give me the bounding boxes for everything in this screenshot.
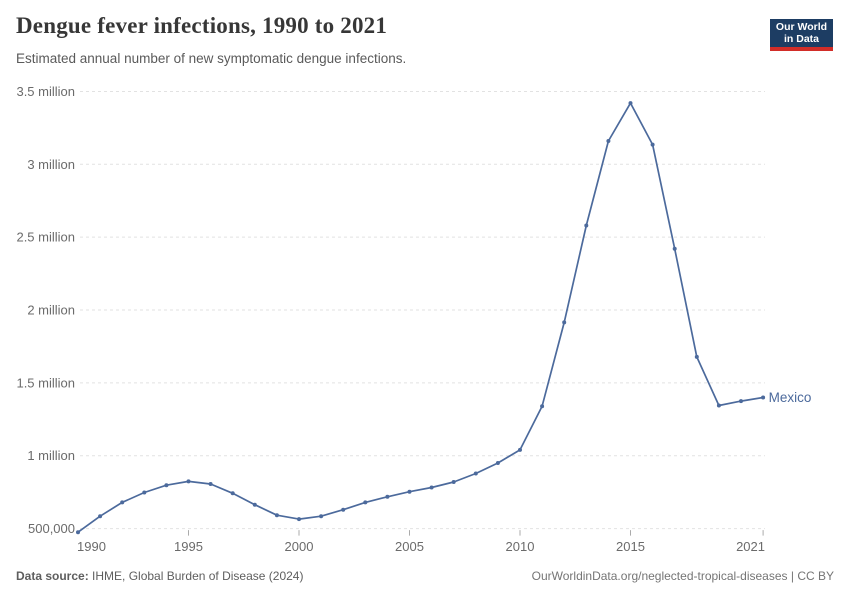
data-point-2003[interactable] <box>363 500 368 505</box>
data-point-1998[interactable] <box>252 502 257 507</box>
data-point-2000[interactable] <box>297 517 301 522</box>
data-point-2018[interactable] <box>694 354 699 359</box>
data-point-2009[interactable] <box>495 461 500 465</box>
y-axis-label: 2.5 million <box>16 230 75 245</box>
chart-subtitle: Estimated annual number of new symptomat… <box>16 51 407 66</box>
data-point-2014[interactable] <box>606 139 611 143</box>
data-point-1999[interactable] <box>274 513 279 518</box>
data-point-1997[interactable] <box>230 491 235 496</box>
data-source-note: Data source: IHME, Global Burden of Dise… <box>16 569 303 583</box>
data-point-1990[interactable] <box>76 530 80 535</box>
data-point-2012[interactable] <box>562 320 567 325</box>
mexico-line-series[interactable] <box>77 102 764 534</box>
data-point-2010[interactable] <box>518 447 522 452</box>
data-point-2017[interactable] <box>672 246 677 251</box>
x-axis-label: 2010 <box>506 539 535 554</box>
x-axis-label: 2005 <box>395 539 424 554</box>
y-axis-label: 3.5 million <box>16 84 75 99</box>
y-axis-label: 1 million <box>27 448 75 463</box>
owid-url-license[interactable]: OurWorldinData.org/neglected-tropical-di… <box>531 569 834 583</box>
x-axis-label: 1990 <box>77 539 106 554</box>
data-point-2004[interactable] <box>385 494 390 499</box>
data-point-1993[interactable] <box>142 490 147 495</box>
series-label-mexico[interactable]: Mexico <box>769 390 812 405</box>
data-source-value: IHME, Global Burden of Disease (2024) <box>88 569 304 583</box>
y-axis-label: 2 million <box>27 303 75 318</box>
data-point-2015[interactable] <box>628 101 633 106</box>
data-point-2006[interactable] <box>429 485 434 490</box>
owid-logo-red-bar <box>770 47 833 51</box>
y-axis-label: 500,000 <box>28 521 75 536</box>
data-point-2016[interactable] <box>650 142 655 147</box>
data-point-1996[interactable] <box>208 482 213 486</box>
y-axis-label: 3 million <box>27 157 75 172</box>
data-point-2020[interactable] <box>739 399 743 404</box>
owid-logo-text: Our World in Data <box>770 19 833 47</box>
data-point-2005[interactable] <box>407 489 412 494</box>
data-point-2007[interactable] <box>451 480 456 484</box>
data-point-2008[interactable] <box>473 471 478 476</box>
data-point-1994[interactable] <box>164 483 169 488</box>
x-axis-label: 2000 <box>285 539 314 554</box>
x-axis-label: 2021 <box>736 539 765 554</box>
data-point-2021[interactable] <box>761 395 766 400</box>
data-point-1992[interactable] <box>120 500 125 505</box>
y-axis-label: 1.5 million <box>16 375 75 390</box>
data-point-2013[interactable] <box>584 223 589 228</box>
owid-logo-line1: Our World <box>775 21 828 33</box>
data-point-1991[interactable] <box>98 514 103 519</box>
x-axis-label: 2015 <box>616 539 645 554</box>
data-point-2002[interactable] <box>341 507 346 512</box>
data-point-2019[interactable] <box>716 403 721 408</box>
x-axis-label: 1995 <box>174 539 203 554</box>
owid-logo[interactable]: Our World in Data <box>770 19 833 51</box>
data-point-1995[interactable] <box>186 479 191 484</box>
owid-logo-line2: in Data <box>783 33 819 45</box>
data-source-label: Data source: <box>16 569 89 583</box>
data-point-2001[interactable] <box>319 514 324 519</box>
data-point-2011[interactable] <box>540 404 545 409</box>
page-title: Dengue fever infections, 1990 to 2021 <box>16 13 388 38</box>
